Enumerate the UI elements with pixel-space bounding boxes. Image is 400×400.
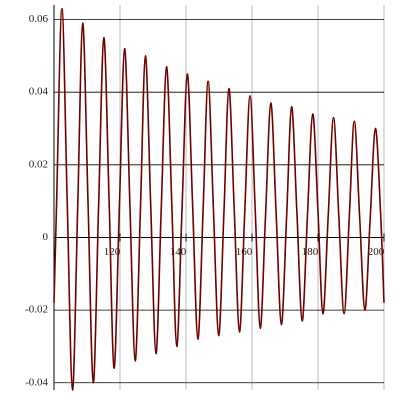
x-tick-label: 200 <box>368 246 385 258</box>
x-tick-label: 140 <box>170 246 187 258</box>
data-line <box>53 7 385 391</box>
y-tick-label: 0 <box>43 231 49 243</box>
y-tick-label: 0.04 <box>29 86 49 98</box>
y-tick-label: 0.02 <box>29 158 48 170</box>
y-tick-label: -0.02 <box>25 304 48 316</box>
x-tick-label: 120 <box>104 246 121 258</box>
x-tick-label: 160 <box>236 246 253 258</box>
y-tick-label: -0.04 <box>25 376 48 388</box>
x-tick-label: 180 <box>302 246 319 258</box>
y-tick-label: 0.06 <box>29 13 49 25</box>
